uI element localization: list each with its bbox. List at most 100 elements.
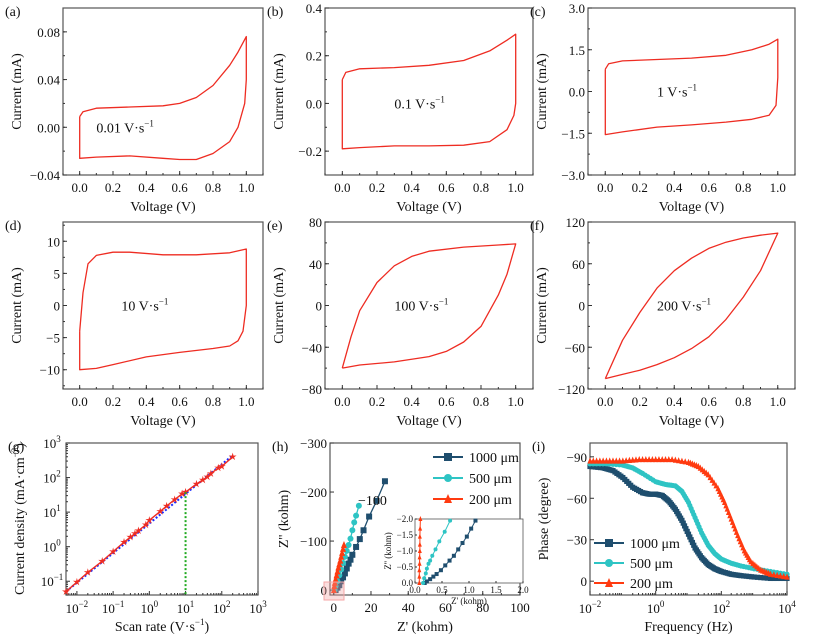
scan-rate-annotation: 1 V·s−1	[657, 83, 697, 101]
x-tick-label: 20	[364, 600, 377, 615]
data-point-triangle	[417, 554, 422, 560]
data-point-square	[743, 573, 749, 579]
data-point-square	[424, 579, 429, 584]
panel-label: (d)	[5, 219, 22, 234]
x-tick-label: 100	[141, 599, 159, 616]
data-point-square	[688, 537, 694, 543]
scan-rate-annotation: 100 V·s−1	[394, 297, 448, 315]
x-tick-label: 100	[510, 600, 530, 615]
y-tick-label: −5	[46, 331, 60, 346]
inset-plot: 0.0 0.5 1.0 1.5 2.0 0.0 −0.5 −1.0 −1.5 −2.0 Z' (ko…	[383, 514, 529, 606]
cv-curve	[604, 232, 779, 380]
scan-rate-annotation: 10 V·s−1	[121, 297, 168, 315]
data-point-triangle	[593, 457, 600, 464]
y-tick-label: −300	[300, 436, 327, 451]
inset-y-tick-label: −2.0	[397, 514, 414, 524]
inset-x-tick-label: 1.0	[463, 585, 475, 595]
y-tick-label: 10−1	[41, 572, 64, 589]
cv-curve	[341, 243, 517, 369]
x-tick-label: 0.4	[666, 180, 683, 195]
data-point-square	[767, 575, 774, 582]
data-point-triangle	[587, 457, 593, 464]
x-tick-label: 1.0	[508, 180, 524, 195]
data-point-triangle	[771, 571, 777, 578]
data-point-square	[381, 478, 388, 485]
data-point-square	[434, 572, 439, 577]
x-tick-label: 0.4	[404, 180, 421, 195]
data-point-star	[72, 577, 81, 586]
data-point-triangle	[339, 548, 346, 556]
data-point-square	[751, 574, 757, 580]
y-tick-label: −3.0	[561, 168, 585, 183]
x-axis-label: Voltage (V)	[659, 414, 725, 429]
data-point-square	[758, 574, 764, 581]
data-point-triangle	[682, 458, 688, 465]
data-point-triangle	[610, 457, 616, 464]
cv-curve	[341, 33, 517, 150]
data-point-circle	[345, 541, 352, 548]
y-tick-label: 103	[43, 434, 61, 451]
data-point-triangle	[784, 573, 790, 580]
data-point-triangle	[613, 457, 619, 464]
y-axis-label: Z'' (kohm)	[277, 490, 292, 549]
x-tick-label: 0.4	[404, 394, 421, 409]
data-point-circle	[355, 502, 362, 509]
x-tick-label: 0.8	[735, 394, 751, 409]
data-point-square	[356, 536, 363, 543]
data-point-star	[206, 469, 215, 477]
data-point-triangle	[679, 457, 685, 464]
x-axis-label: Frequency (Hz)	[644, 620, 733, 635]
x-tick-label: 80	[476, 600, 489, 615]
inset-y-tick-label: −1.0	[397, 546, 414, 556]
data-point-circle	[426, 561, 431, 566]
data-point-square	[761, 575, 767, 581]
legend-label: 500 μm	[630, 557, 673, 572]
data-point-triangle	[597, 457, 603, 464]
data-point-star	[145, 516, 154, 524]
data-point-triangle	[781, 572, 787, 580]
x-tick-label: 1.0	[770, 180, 786, 195]
x-tick-label: 0.8	[473, 180, 489, 195]
data-point-square	[456, 547, 461, 552]
data-point-triangle	[417, 560, 422, 566]
data-point-triangle	[590, 457, 596, 464]
data-point-star	[192, 479, 201, 488]
panel-label: (a)	[5, 5, 21, 20]
axes-frame	[324, 7, 534, 176]
cv-curve	[79, 35, 247, 161]
data-point-circle	[442, 529, 447, 534]
x-axis-label: Voltage (V)	[396, 200, 462, 215]
data-point-triangle	[417, 541, 422, 547]
data-point-star	[156, 507, 165, 515]
data-point-square	[336, 582, 343, 589]
data-point-triangle	[418, 516, 423, 521]
data-point-square	[349, 551, 356, 558]
axes-frame	[589, 442, 788, 596]
data-point-triangle	[616, 457, 623, 464]
zoom-region-box	[323, 581, 345, 601]
data-point-square	[353, 543, 360, 550]
x-tick-label: 102	[713, 599, 731, 616]
x-axis-label: Voltage (V)	[659, 200, 725, 215]
panel-b: 0.0 0.2 0.4 0.6 0.8 1.0 −0.2 0.0 0.2 0.4 Voltage (…	[267, 1, 534, 215]
x-tick-label: 10−1	[102, 599, 125, 616]
y-tick-label: −0.04	[30, 168, 61, 183]
data-point-square	[438, 568, 443, 573]
data-point-square	[687, 534, 693, 540]
scan-rate-annotation: 200 V·s−1	[657, 297, 711, 315]
data-point-triangle	[332, 575, 339, 583]
data-point-circle	[424, 566, 429, 571]
y-axis-label: Current (mA)	[10, 53, 25, 130]
x-tick-label: 0.4	[666, 394, 683, 409]
y-tick-label: −0.2	[298, 144, 322, 159]
data-point-star	[198, 475, 207, 484]
data-point-square	[771, 575, 777, 582]
legend-label: 500 μm	[469, 472, 512, 487]
panel-g: 10−2 10−1 100 101 102 10310−1100101102103Scan…	[8, 434, 267, 635]
panel-label: (f)	[530, 219, 544, 234]
data-point-square	[343, 565, 350, 572]
y-axis-label: Current (mA)	[10, 267, 25, 344]
data-point-circle	[448, 518, 453, 523]
axes-frame	[62, 7, 264, 176]
x-tick-label: 0.0	[72, 180, 88, 195]
